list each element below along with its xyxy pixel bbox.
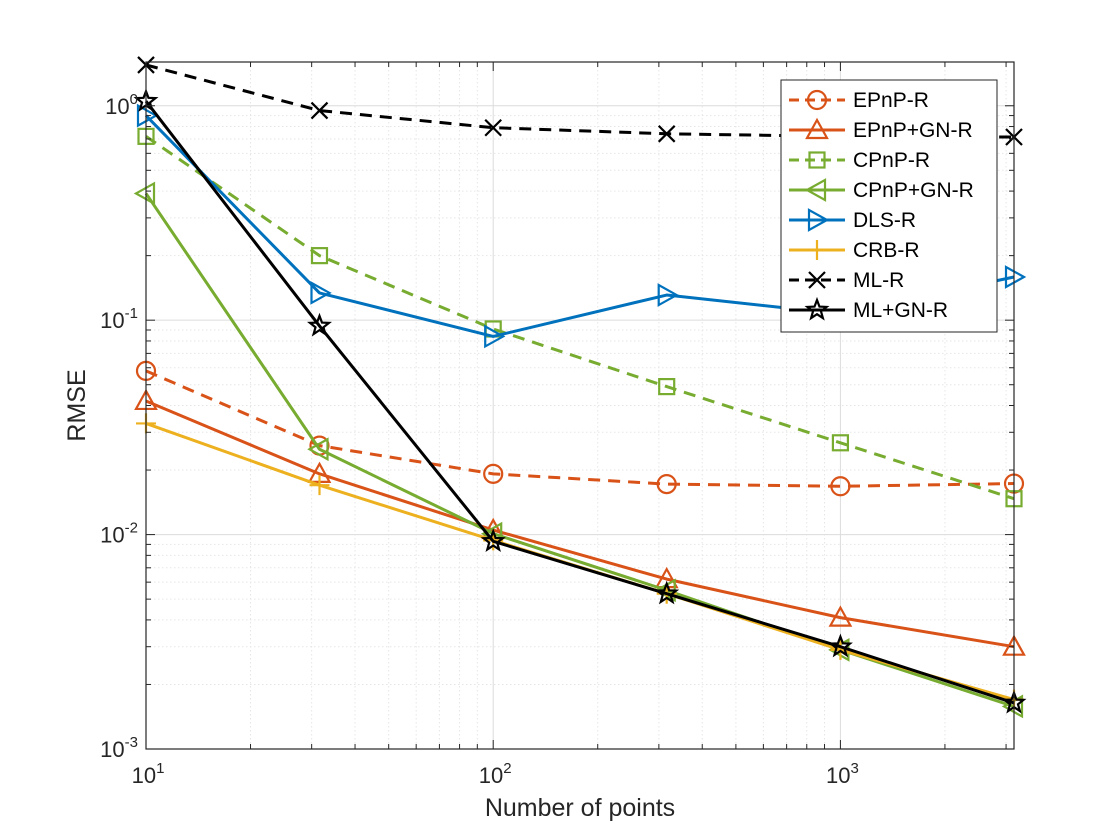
legend-marker-ml-gn-r — [804, 296, 830, 321]
legend-marker-crb-r — [807, 240, 827, 260]
tick-label-exponent: -1 — [125, 305, 138, 322]
data-point-dls-r — [484, 324, 506, 349]
y-tick-label: 10-1 — [100, 305, 138, 333]
data-point-cpnp-r — [831, 434, 850, 452]
data-point-crb-r — [309, 475, 330, 496]
y-tick-label: 100 — [105, 91, 138, 119]
data-point-cpnp-r — [658, 378, 676, 396]
legend-label-ml-gn-r: ML+GN-R — [853, 299, 948, 322]
legend-label-crb-r: CRB-R — [853, 239, 920, 262]
tick-label-base: 10 — [479, 763, 503, 788]
series-line-epnp-r — [145, 369, 1015, 488]
data-point-ml-r — [484, 118, 502, 137]
legend-label-ml-r: ML-R — [853, 269, 904, 292]
data-point-dls-r — [657, 283, 679, 307]
legend-item-epnp-r: EPnP-R — [789, 89, 929, 112]
y-tick-label: 10-3 — [100, 734, 138, 762]
series-line-cpnp-r — [145, 135, 1015, 501]
data-point-cpnp-gn-r — [133, 181, 156, 206]
tick-label-exponent: 0 — [130, 91, 138, 108]
x-axis-label: Number of points — [485, 794, 675, 822]
data-point-epnp-r — [656, 473, 677, 495]
data-point-epnp-gn-r — [828, 605, 853, 627]
tick-label-base: 10 — [105, 94, 129, 119]
tick-label-base: 10 — [100, 523, 124, 548]
tick-label-exponent: 1 — [156, 760, 164, 777]
legend-marker-cpnp-gn-r — [804, 178, 827, 202]
tick-label-base: 10 — [100, 308, 124, 333]
y-tick-label: 10-2 — [100, 520, 138, 548]
data-point-cpnp-gn-r — [307, 437, 329, 462]
data-point-ml-r — [657, 125, 676, 143]
legend-item-cpnp-r: CPnP-R — [789, 149, 930, 172]
data-point-epnp-r — [830, 476, 851, 497]
data-point-epnp-r — [483, 463, 504, 484]
tick-label-base: 10 — [132, 763, 156, 788]
legend-label-dls-r: DLS-R — [853, 209, 916, 232]
data-point-ml-gn-r — [827, 633, 853, 658]
tick-label-exponent: -3 — [125, 734, 138, 751]
legend-label-cpnp-gn-r: CPnP+GN-R — [853, 179, 974, 202]
legend-box — [780, 79, 998, 333]
data-point-dls-r — [310, 281, 332, 305]
tick-label-exponent: -2 — [125, 520, 138, 537]
data-point-ml-r — [310, 101, 329, 120]
legend-marker-cpnp-r — [808, 151, 826, 169]
legend-item-epnp-gn-r: EPnP+GN-R — [789, 117, 973, 142]
data-point-ml-gn-r — [480, 528, 506, 552]
data-point-ml-gn-r — [654, 580, 680, 605]
tick-label-exponent: 2 — [503, 760, 511, 777]
tick-label-exponent: 3 — [850, 760, 858, 777]
data-point-dls-r — [1004, 265, 1027, 289]
tick-label-base: 10 — [100, 737, 124, 762]
legend-marker-dls-r — [807, 208, 830, 232]
series-line-epnp-gn-r — [145, 399, 1015, 649]
legend-label-epnp-r: EPnP-R — [853, 89, 929, 112]
series-line-ml-gn-r — [144, 100, 1015, 705]
data-point-cpnp-r — [310, 247, 329, 265]
legend-item-dls-r: DLS-R — [789, 208, 916, 232]
data-point-ml-gn-r — [306, 312, 332, 337]
series-ml-gn-r — [133, 88, 1027, 714]
legend-label-cpnp-r: CPnP-R — [853, 149, 930, 172]
tick-label-base: 10 — [826, 763, 850, 788]
legend: EPnP-R EPnP+GN-R CPnP-R CPnP+GN-R DLS-R CRB-R… — [780, 79, 998, 333]
x-tick-label: 103 — [826, 760, 859, 788]
ticks — [145, 62, 1014, 750]
data-point-dls-r — [136, 103, 159, 128]
legend-item-crb-r: CRB-R — [789, 239, 920, 262]
x-tick-label: 102 — [479, 760, 512, 788]
series-layer — [133, 56, 1027, 719]
y-axis-label: RMSE — [63, 369, 91, 441]
legend-marker-ml-r — [808, 271, 826, 289]
x-tick-label: 101 — [132, 760, 165, 788]
legend-label-epnp-gn-r: EPnP+GN-R — [853, 119, 973, 142]
legend-item-cpnp-gn-r: CPnP+GN-R — [789, 178, 974, 202]
legend-marker-epnp-r — [806, 89, 828, 111]
legend-item-ml-gn-r: ML+GN-R — [789, 296, 948, 322]
legend-item-ml-r: ML-R — [789, 269, 904, 292]
legend-marker-epnp-gn-r — [805, 117, 829, 140]
